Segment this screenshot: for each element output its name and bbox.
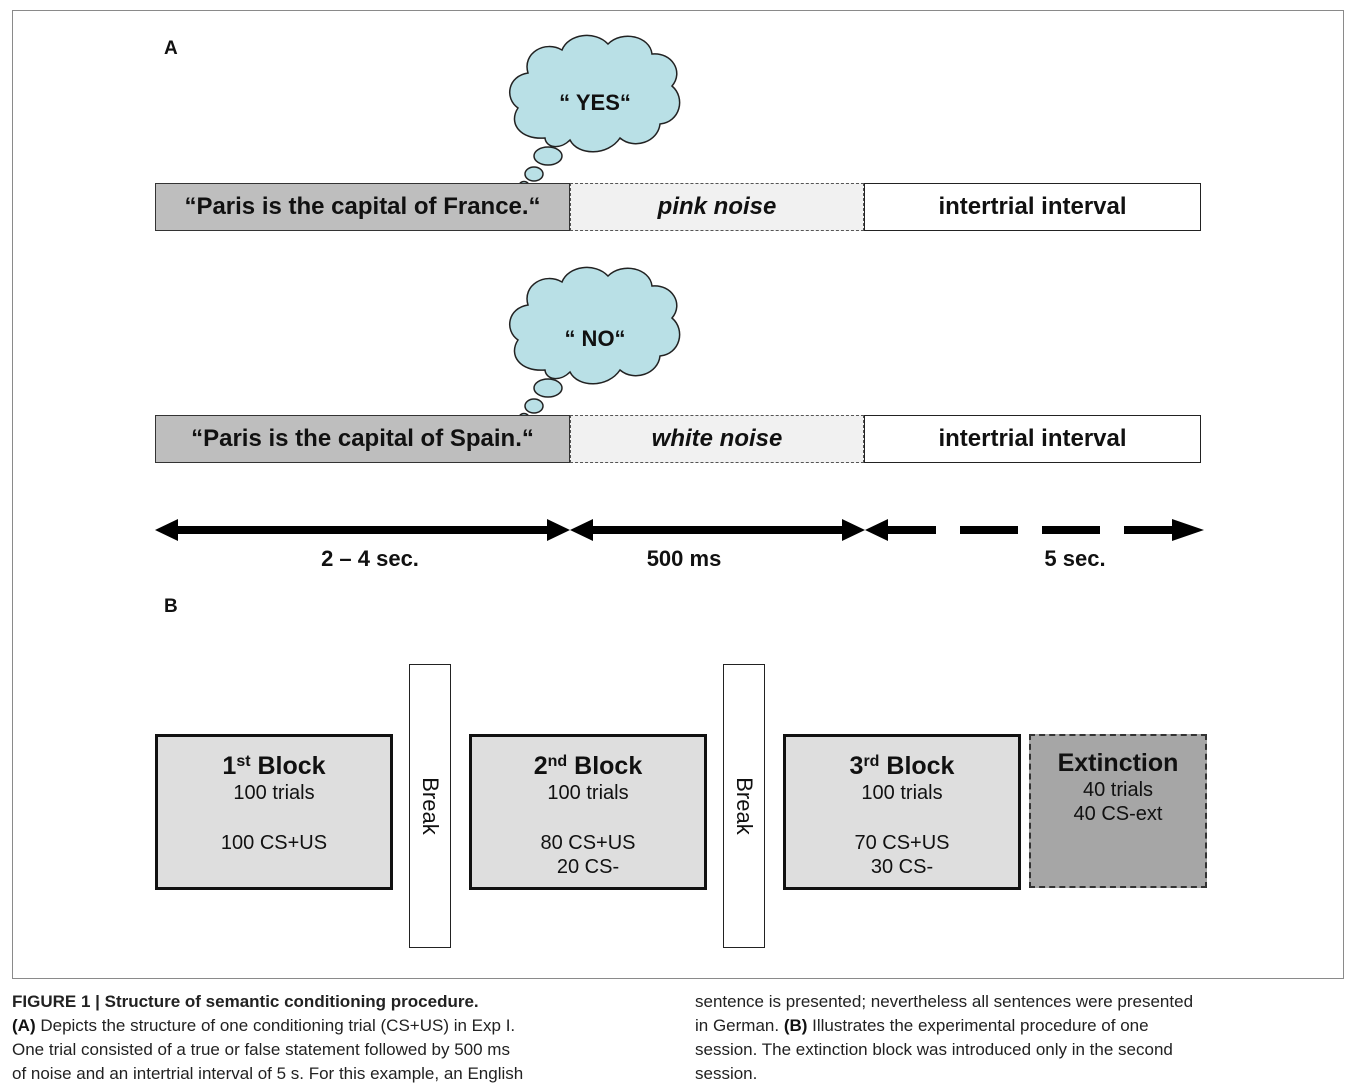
caption-r-line2b: Illustrates the experimental procedure o… — [807, 1016, 1149, 1035]
caption-b-tag: (B) — [783, 1016, 808, 1035]
block-3: 3rd Block 100 trials 70 CS+US 30 CS- — [783, 734, 1021, 890]
pink-noise-segment: pink noise — [570, 183, 864, 231]
caption-r-line1: sentence is presented; nevertheless all … — [695, 992, 1194, 1011]
block-trials: 100 trials — [861, 782, 943, 804]
extinction-trials: 40 trials — [1082, 779, 1154, 801]
break-2: Break — [723, 664, 765, 948]
caption-r-line3: session. The extinction block was introd… — [695, 1040, 1173, 1059]
break-label: Break — [732, 777, 757, 835]
figure-frame — [12, 10, 1344, 979]
white-noise-segment: white noise — [570, 415, 864, 463]
block-line1: 100 CS+US — [220, 832, 328, 854]
statement-true: “Paris is the capital of France.“ — [155, 183, 570, 231]
caption-r-line4: session. — [695, 1064, 758, 1083]
block-title-num: 2 — [533, 752, 548, 780]
caption-left: FIGURE 1 | Structure of semantic conditi… — [12, 990, 652, 1086]
block-title-word: Block — [879, 752, 955, 780]
caption-r-line2a: in German. — [695, 1016, 784, 1035]
break-label: Break — [418, 777, 443, 835]
panel-b-label: B — [164, 596, 178, 617]
block-line1: 80 CS+US — [540, 832, 636, 854]
extinction-title: Extinction — [1057, 749, 1179, 777]
iti-segment-1: intertrial interval — [864, 183, 1201, 231]
panel-a-label: A — [164, 38, 178, 59]
block-line2: 20 CS- — [556, 856, 620, 878]
duration-iti: 5 sec. — [1044, 546, 1106, 571]
block-1: 1st Block 100 trials 100 CS+US — [155, 734, 393, 890]
block-title-sup: nd — [547, 753, 568, 770]
block-trials: 100 trials — [547, 782, 629, 804]
iti-segment-2: intertrial interval — [864, 415, 1201, 463]
block-title-num: 1 — [222, 752, 237, 780]
block-trials: 100 trials — [233, 782, 315, 804]
block-line1: 70 CS+US — [854, 832, 950, 854]
extinction-line1: 40 CS-ext — [1073, 803, 1163, 825]
extinction-block: Extinction 40 trials 40 CS-ext — [1029, 734, 1207, 888]
thought-no: “ NO“ — [564, 326, 626, 351]
block-title-word: Block — [567, 752, 643, 780]
block-title-sup: st — [236, 753, 251, 770]
statement-false: “Paris is the capital of Spain.“ — [155, 415, 570, 463]
block-2: 2nd Block 100 trials 80 CS+US 20 CS- — [469, 734, 707, 890]
caption-a-tag: (A) — [12, 1016, 36, 1035]
caption-a-text3: of noise and an intertrial interval of 5… — [12, 1064, 524, 1083]
duration-noise: 500 ms — [646, 546, 722, 571]
block-title-num: 3 — [849, 752, 864, 780]
thought-yes: “ YES“ — [559, 90, 631, 115]
caption-a-text1: Depicts the structure of one conditionin… — [35, 1016, 516, 1035]
caption-a-text2: One trial consisted of a true or false s… — [12, 1040, 510, 1059]
break-1: Break — [409, 664, 451, 948]
double-arrow-icon — [155, 519, 1204, 541]
caption-title: FIGURE 1 | Structure of semantic conditi… — [12, 992, 479, 1011]
block-title-sup: rd — [863, 753, 880, 770]
block-line2: 30 CS- — [870, 856, 934, 878]
duration-statement: 2 – 4 sec. — [321, 546, 419, 571]
caption-right: sentence is presented; nevertheless all … — [695, 990, 1335, 1086]
block-title-word: Block — [250, 752, 326, 780]
